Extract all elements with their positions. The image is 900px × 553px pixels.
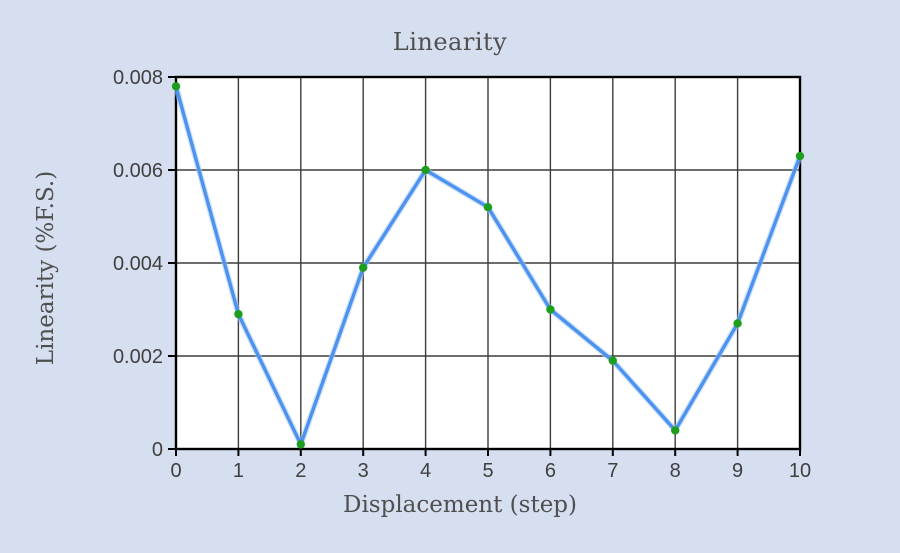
chart-title: Linearity [392, 28, 508, 56]
y-tick-label: 0.006 [113, 160, 163, 182]
data-point [234, 309, 243, 319]
x-tick-label: 1 [233, 460, 244, 482]
y-tick-label: 0.008 [113, 67, 163, 89]
data-point [608, 356, 617, 365]
data-point [483, 203, 493, 212]
data-point [421, 165, 430, 175]
x-tick-label: 6 [545, 460, 556, 482]
x-axis-title: Displacement (step) [343, 492, 577, 518]
x-tick-label: 5 [482, 460, 493, 482]
plot-border [174, 75, 802, 451]
data-point [733, 319, 742, 328]
x-tick-label: 0 [170, 460, 181, 482]
data-point [296, 440, 305, 449]
y-tick-label: 0.004 [113, 253, 163, 275]
data-point [795, 151, 805, 161]
x-tick-label: 10 [789, 460, 811, 482]
data-point [546, 305, 555, 314]
data-point [171, 82, 181, 91]
data-point [671, 426, 680, 435]
x-tick-label: 9 [732, 460, 743, 482]
y-tick-label: 0.002 [113, 346, 163, 368]
x-tick-label: 3 [358, 460, 369, 482]
x-tick-label: 8 [670, 460, 681, 482]
data-point [359, 263, 368, 272]
x-tick-label: 4 [420, 460, 431, 482]
x-tick-label: 7 [607, 460, 618, 482]
x-tick-label: 2 [295, 460, 306, 482]
y-tick-label: 0 [152, 439, 163, 461]
